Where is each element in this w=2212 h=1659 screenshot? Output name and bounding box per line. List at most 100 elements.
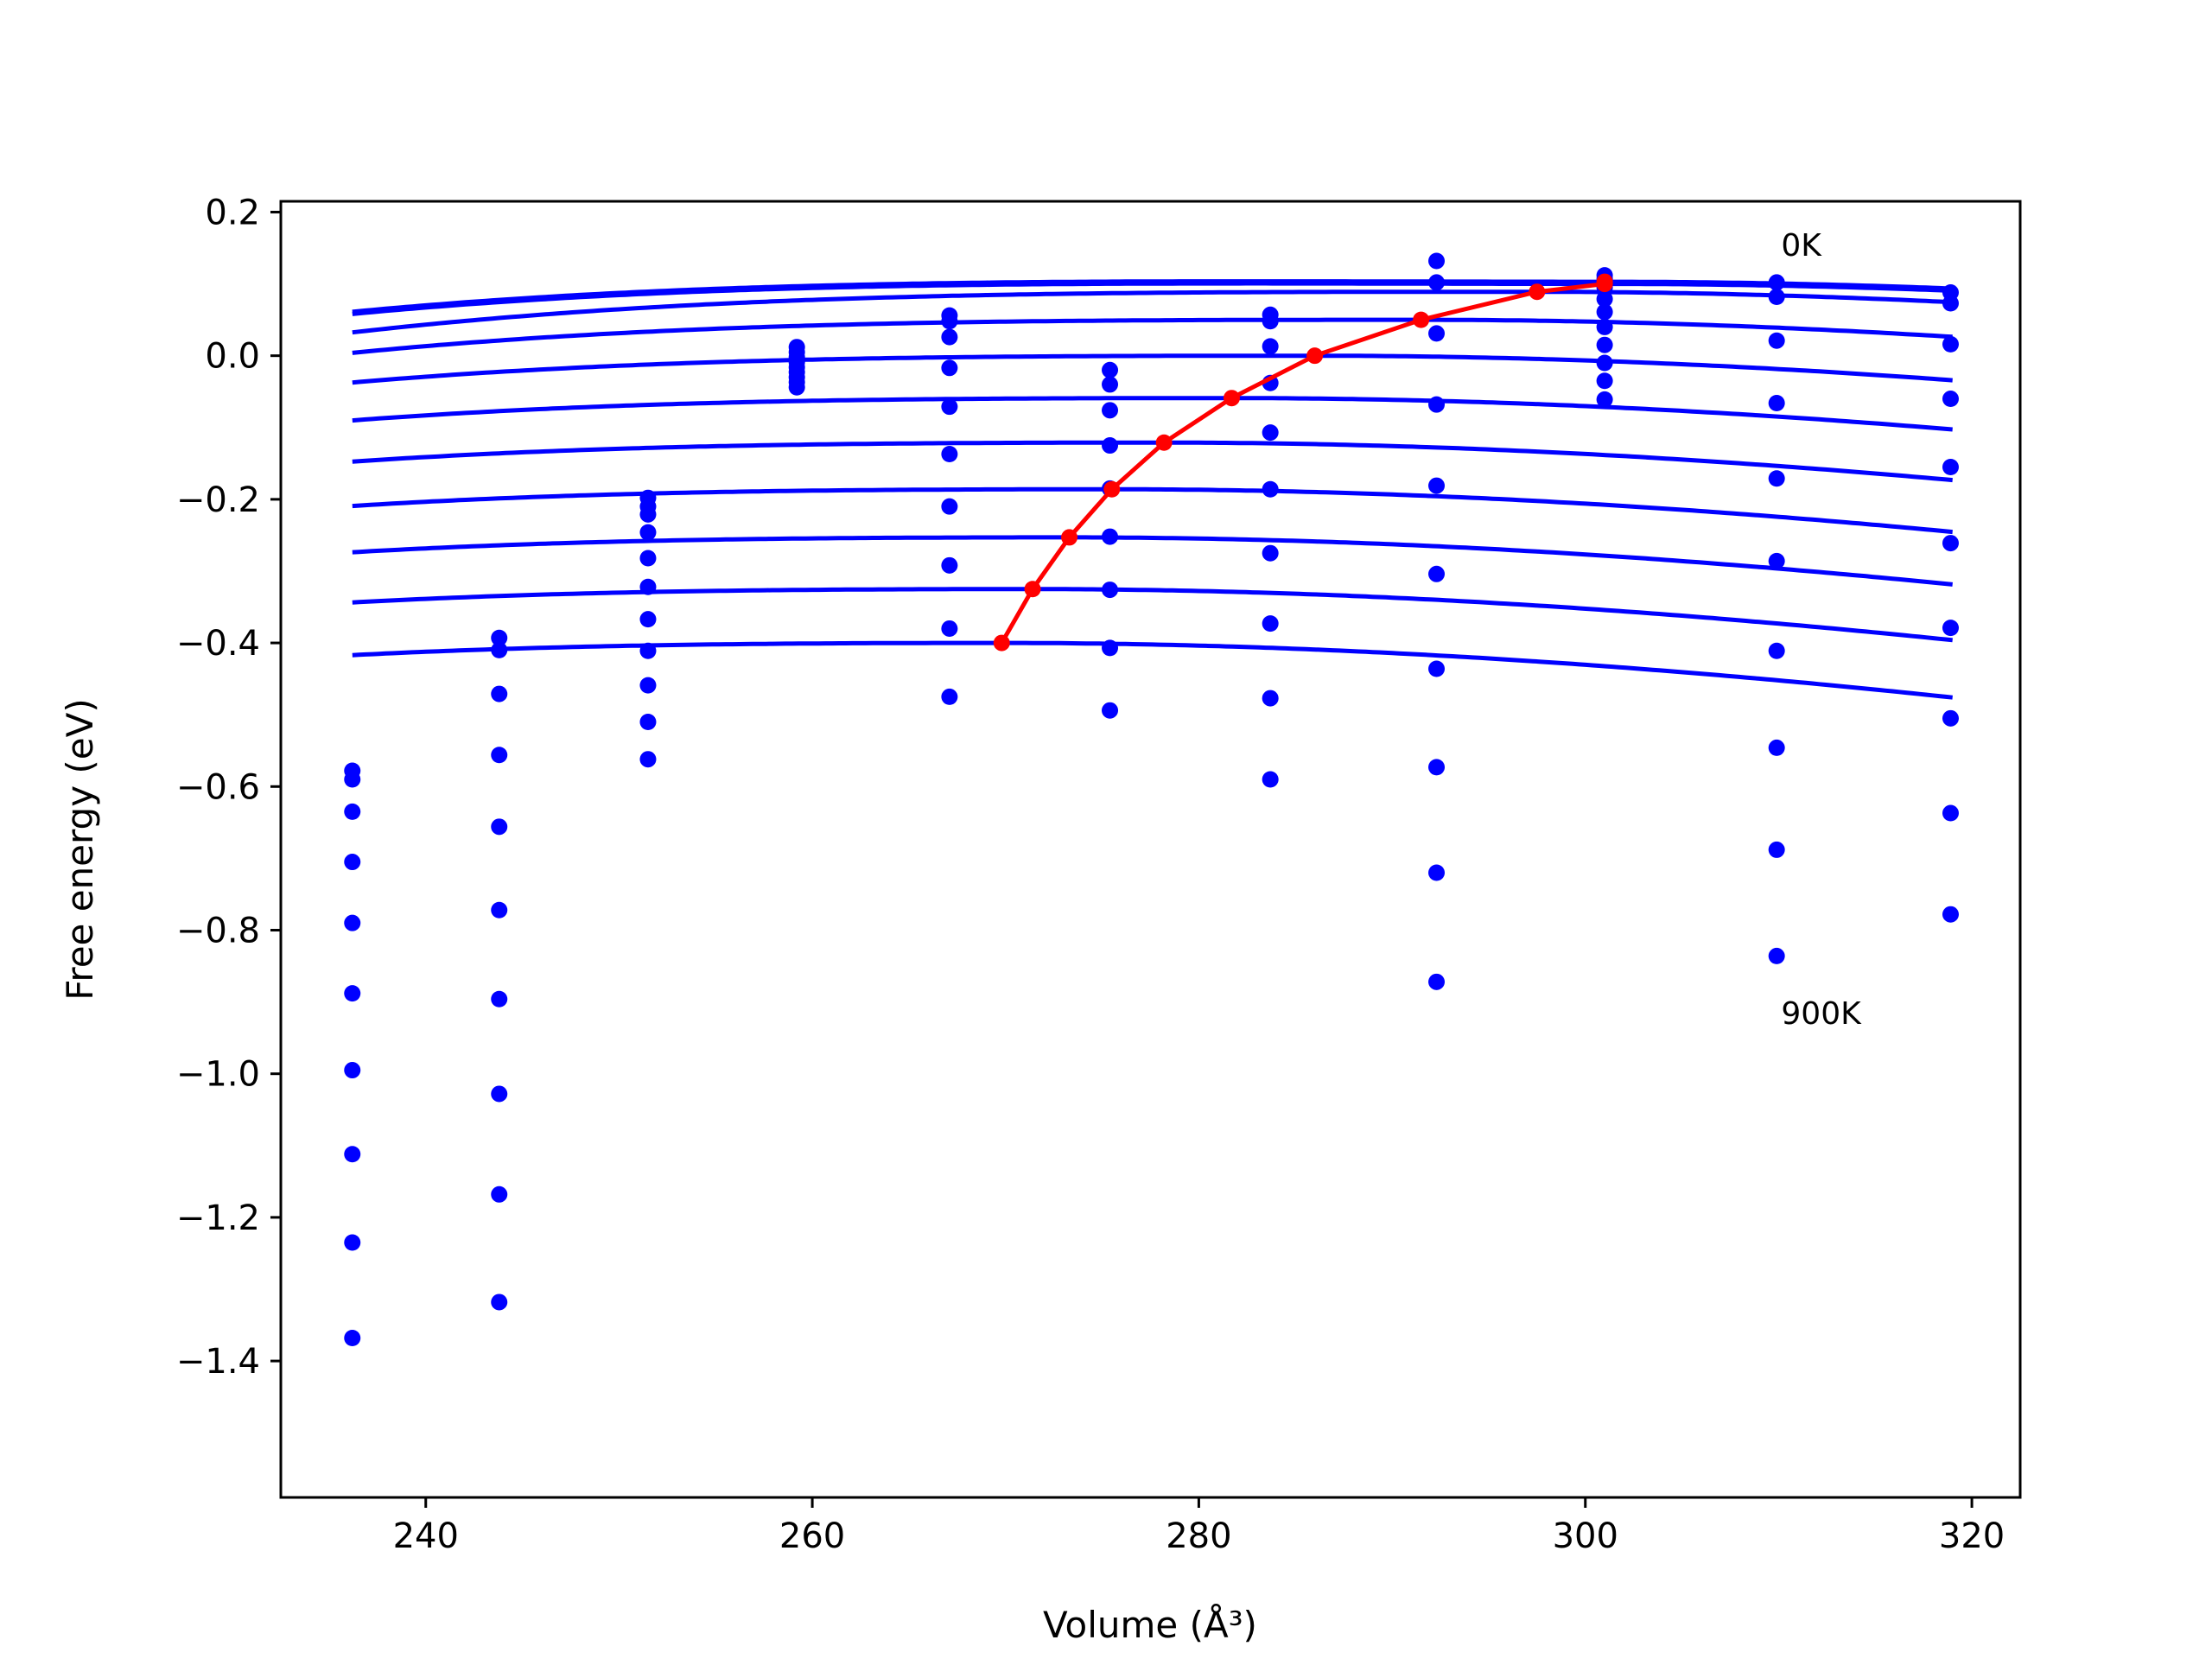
data-point-2-8 — [639, 677, 657, 694]
fit-curve-7 — [352, 486, 1953, 535]
fit-curve-10 — [352, 640, 1953, 700]
data-point-7-7 — [1428, 759, 1446, 776]
data-point-1-1 — [491, 641, 508, 658]
data-point-5-5 — [1102, 528, 1119, 545]
data-point-10-1 — [1942, 295, 1959, 312]
y-tick-label-7: −1.2 — [176, 1198, 260, 1238]
minimum-point-2 — [1529, 283, 1546, 301]
minimum-point-7 — [1103, 480, 1121, 498]
data-point-4-1 — [941, 313, 958, 330]
x-tick-label-240: 240 — [393, 1516, 459, 1556]
data-point-2-7 — [639, 642, 657, 659]
data-point-9-9 — [1768, 947, 1785, 964]
data-point-10-8 — [1942, 804, 1959, 822]
data-point-8-7 — [1596, 354, 1613, 372]
data-point-5-7 — [1102, 639, 1119, 657]
data-point-2-3 — [639, 524, 657, 541]
fit-curve-1 — [352, 281, 1953, 316]
plot-frame — [279, 200, 2022, 1499]
minimum-point-9 — [1024, 581, 1041, 598]
minimum-path — [993, 273, 1613, 652]
data-point-7-1 — [1428, 274, 1446, 291]
data-point-1-7 — [491, 1085, 508, 1103]
data-point-10-7 — [1942, 709, 1959, 727]
fit-curve-9 — [352, 587, 1953, 643]
data-point-5-2 — [1102, 402, 1119, 419]
data-point-0-8 — [344, 1234, 361, 1251]
data-point-9-1 — [1768, 289, 1785, 306]
data-point-4-7 — [941, 556, 958, 574]
data-point-6-4 — [1262, 424, 1279, 442]
annotations: 0K 900K — [1781, 228, 1862, 1032]
data-point-8-6 — [1596, 336, 1613, 353]
data-point-9-4 — [1768, 470, 1785, 487]
data-point-5-0 — [1102, 361, 1119, 378]
y-tick-label-8: −1.4 — [176, 1342, 260, 1382]
data-point-9-8 — [1768, 841, 1785, 858]
data-point-8-8 — [1596, 372, 1613, 390]
minimum-point-4 — [1306, 347, 1324, 365]
data-point-5-6 — [1102, 582, 1119, 599]
data-point-2-6 — [639, 611, 657, 628]
data-point-2-2 — [639, 505, 657, 523]
minimum-point-1 — [1596, 276, 1613, 293]
minimum-point-10 — [993, 634, 1010, 652]
data-point-1-2 — [491, 685, 508, 702]
data-point-8-9 — [1596, 391, 1613, 408]
x-tick-label-320: 320 — [1939, 1516, 2005, 1556]
data-point-6-5 — [1262, 480, 1279, 498]
data-point-10-4 — [1942, 458, 1959, 475]
data-point-1-5 — [491, 901, 508, 918]
fitted-curves — [352, 279, 1953, 700]
data-point-4-4 — [941, 398, 958, 416]
minimum-point-8 — [1061, 529, 1078, 546]
data-point-9-3 — [1768, 395, 1785, 412]
y-tick-label-5: −0.8 — [176, 911, 260, 950]
x-tick-label-260: 260 — [779, 1516, 845, 1556]
x-tick-label-280: 280 — [1166, 1516, 1231, 1556]
fit-curve-3 — [352, 317, 1953, 355]
data-point-4-2 — [941, 328, 958, 346]
data-point-2-10 — [639, 751, 657, 768]
data-point-9-5 — [1768, 552, 1785, 569]
data-point-0-7 — [344, 1146, 361, 1163]
data-point-0-4 — [344, 914, 361, 931]
data-point-7-5 — [1428, 565, 1446, 582]
data-point-0-6 — [344, 1062, 361, 1079]
fit-curve-6 — [352, 440, 1953, 483]
annotation-0k: 0K — [1781, 228, 1822, 264]
data-point-0-1 — [344, 771, 361, 788]
data-point-10-3 — [1942, 391, 1959, 408]
data-point-6-7 — [1262, 615, 1279, 632]
y-tick-label-4: −0.6 — [176, 767, 260, 807]
data-point-9-6 — [1768, 642, 1785, 659]
data-point-6-6 — [1262, 544, 1279, 562]
data-point-1-0 — [491, 629, 508, 646]
data-point-10-6 — [1942, 620, 1959, 637]
data-point-4-5 — [941, 446, 958, 463]
y-tick-label-2: −0.2 — [176, 480, 260, 520]
data-point-7-9 — [1428, 973, 1446, 990]
data-point-7-4 — [1428, 477, 1446, 494]
data-point-4-9 — [941, 688, 958, 705]
data-point-10-9 — [1942, 906, 1959, 923]
data-point-6-1 — [1262, 313, 1279, 330]
data-point-0-2 — [344, 803, 361, 820]
minimum-point-5 — [1223, 390, 1240, 407]
data-point-0-5 — [344, 985, 361, 1002]
data-point-5-1 — [1102, 376, 1119, 393]
data-point-9-0 — [1768, 274, 1785, 291]
data-point-8-5 — [1596, 318, 1613, 335]
data-point-7-0 — [1428, 252, 1446, 270]
data-point-1-3 — [491, 747, 508, 764]
fit-curve-4 — [352, 353, 1953, 385]
data-point-6-9 — [1262, 771, 1279, 788]
fit-curve-5 — [352, 396, 1953, 432]
y-axis-label: Free energy (eV) — [59, 698, 101, 1001]
data-point-3-8 — [788, 378, 805, 396]
data-point-4-6 — [941, 498, 958, 515]
data-point-2-5 — [639, 578, 657, 595]
data-point-7-3 — [1428, 396, 1446, 413]
